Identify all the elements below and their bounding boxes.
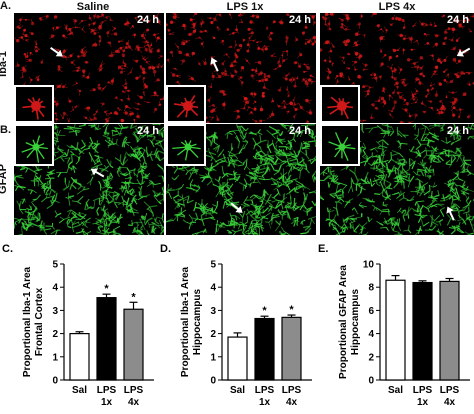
y-tick-label: 4 — [368, 329, 374, 340]
timepoint-label: 24 h — [288, 14, 311, 26]
panel-label-b: B. — [0, 124, 11, 136]
bar — [123, 308, 144, 381]
y-tick-label: 1 — [52, 352, 58, 363]
x-tick-label: Sal — [388, 385, 403, 396]
x-tick-label: Sal — [72, 385, 87, 396]
micrograph-iba1-lps-4x: 24 h — [320, 13, 474, 123]
y-tick-label: 5 — [52, 260, 58, 271]
significance-marker: * — [289, 304, 294, 316]
y-axis-label: Proportional Iba-1 Area — [22, 266, 33, 377]
timepoint-label: 24 h — [446, 125, 469, 137]
inset-zoom — [14, 85, 54, 123]
bar — [254, 317, 275, 381]
y-tick-label: 5 — [210, 260, 216, 271]
y-tick-label: 2 — [210, 329, 216, 340]
timepoint-label: 24 h — [288, 125, 311, 137]
y-axis-label: Frontal Cortex — [34, 287, 45, 356]
micrograph-iba1-saline: 24 h — [14, 13, 164, 123]
y-tick-label: 1 — [210, 352, 216, 363]
y-tick-label: 4 — [52, 283, 58, 294]
column-title-lps-1x: LPS 1x — [226, 1, 264, 13]
x-tick-label: LPS — [124, 385, 144, 396]
x-tick-label: 1x — [259, 397, 271, 408]
y-tick-label: 0 — [210, 376, 216, 387]
significance-marker: * — [104, 283, 109, 295]
inset-zoom — [14, 124, 54, 166]
x-tick-label: LPS — [440, 385, 460, 396]
inset-zoom — [166, 124, 206, 166]
timepoint-label: 24 h — [136, 14, 159, 26]
inset-zoom — [320, 124, 360, 166]
x-tick-label: Sal — [230, 385, 245, 396]
significance-marker: * — [131, 291, 136, 303]
y-tick-label: 0 — [52, 376, 58, 387]
micrograph-gfap-lps-4x: 24 h — [320, 124, 474, 235]
micrograph-gfap-lps-1x: 24 h — [166, 124, 316, 235]
row-label-iba1: Iba-1 — [0, 51, 9, 77]
micrograph-iba1-lps-1x: 24 h — [166, 13, 316, 123]
y-tick-label: 2 — [368, 352, 374, 363]
y-axis-label: Hippocampus — [350, 289, 361, 356]
chart-c-iba1-frontal-cortex: C. Proportional Iba-1 Area Frontal Cortex 0… — [0, 240, 158, 414]
chart-e-gfap-hippocampus: E. Proportional GFAP Area Hippocampus 0 2 4 6 8… — [316, 240, 474, 414]
y-axis-label: Proportional GFAP Area — [338, 265, 349, 379]
chart-panel-label: E. — [318, 243, 328, 255]
y-tick-label: 0 — [368, 376, 374, 387]
y-tick-label: 6 — [368, 306, 374, 317]
timepoint-label: 24 h — [136, 125, 159, 137]
x-tick-label: LPS — [413, 385, 433, 396]
x-tick-label: LPS — [97, 385, 117, 396]
y-tick-label: 2 — [52, 329, 58, 340]
y-axis-label: Proportional Iba-1 Area — [180, 266, 191, 377]
bar — [69, 332, 90, 381]
x-tick-label: 4x — [286, 397, 298, 408]
y-tick-label: 3 — [52, 306, 58, 317]
y-tick-label: 4 — [210, 283, 216, 294]
significance-marker: * — [262, 305, 267, 317]
y-tick-label: 10 — [363, 260, 375, 271]
inset-zoom — [166, 85, 206, 123]
micrograph-gfap-saline: 24 h — [14, 124, 164, 235]
x-tick-label: LPS — [255, 385, 275, 396]
x-tick-label: 4x — [128, 397, 140, 408]
bar — [96, 297, 117, 381]
y-axis-label: Hippocampus — [192, 289, 203, 356]
bar — [227, 336, 248, 381]
column-title-saline: Saline — [76, 1, 110, 13]
bar — [281, 316, 302, 381]
x-tick-label: 1x — [417, 397, 429, 408]
bar — [385, 279, 406, 381]
panel-label-a: A. — [0, 0, 11, 12]
inset-zoom — [320, 85, 360, 123]
row-label-gfap: GFAP — [0, 164, 9, 194]
y-tick-label: 8 — [368, 283, 374, 294]
x-tick-label: LPS — [282, 385, 302, 396]
chart-panel-label: D. — [160, 243, 171, 255]
y-tick-label: 3 — [210, 306, 216, 317]
chart-panel-label: C. — [2, 243, 13, 255]
column-title-lps-4x: LPS 4x — [378, 1, 416, 13]
chart-d-iba1-hippocampus: D. Proportional Iba-1 Area Hippocampus 0 1 2 3… — [158, 240, 316, 414]
bar — [439, 280, 460, 381]
bar — [412, 281, 433, 381]
x-tick-label: 1x — [101, 397, 113, 408]
x-tick-label: 4x — [444, 397, 456, 408]
timepoint-label: 24 h — [446, 14, 469, 26]
